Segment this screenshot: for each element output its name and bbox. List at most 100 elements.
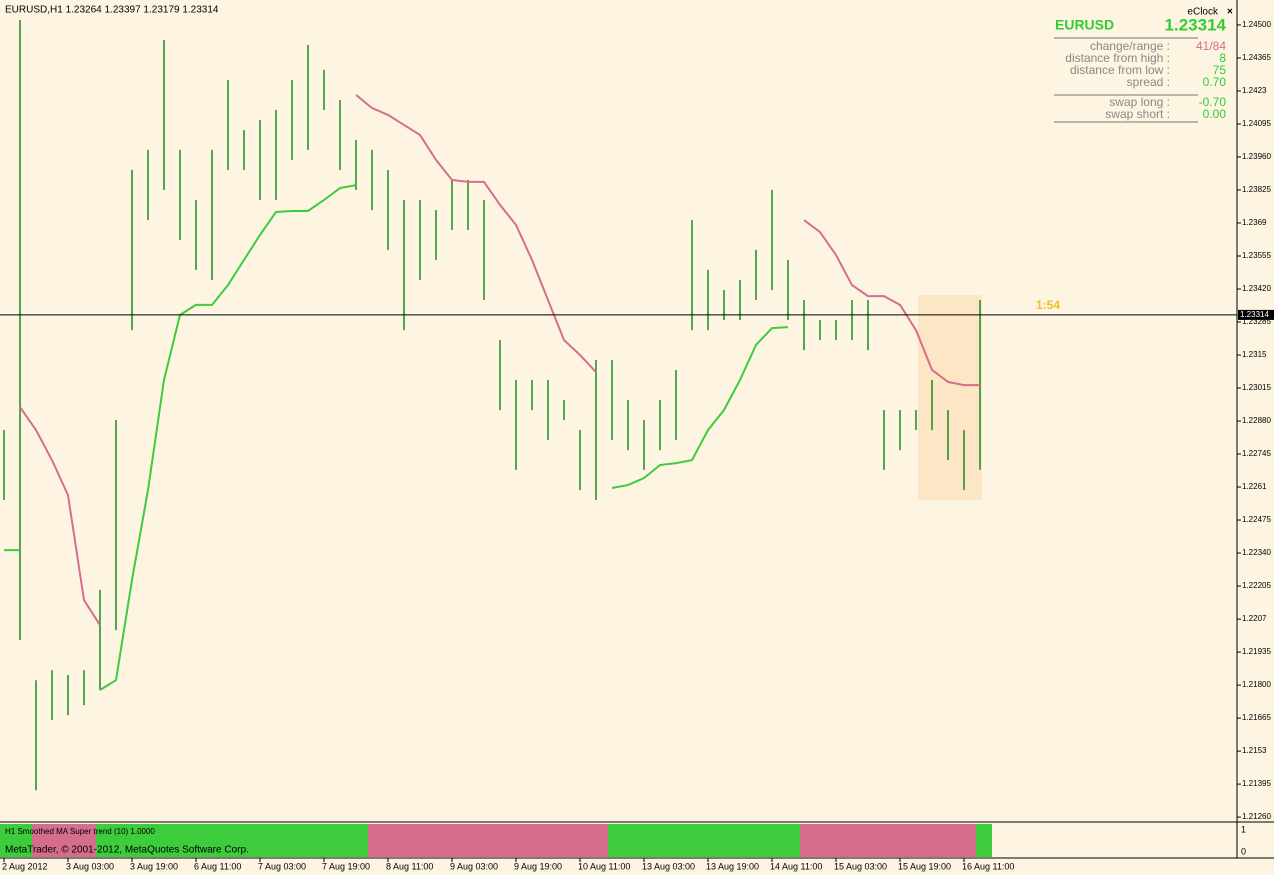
indicator-bar (368, 824, 384, 857)
indicator-bar (896, 824, 912, 857)
row-label: change/range : (1090, 39, 1170, 53)
indicator-bar (560, 824, 576, 857)
row-label: spread : (1127, 75, 1170, 89)
x-tick-label: 3 Aug 19:00 (130, 861, 178, 871)
row-value: -0.70 (1199, 95, 1227, 109)
row-label: distance from low : (1070, 63, 1170, 77)
trend-line (19, 94, 980, 626)
x-tick-label: 15 Aug 19:00 (898, 861, 951, 871)
indicator-bar (80, 824, 96, 857)
bar-timer: 1:54 (1036, 298, 1060, 312)
indicator-bar (304, 824, 320, 857)
x-tick-label: 16 Aug 11:00 (962, 861, 1014, 871)
x-tick-label: 6 Aug 11:00 (194, 861, 241, 871)
y-tick-label: 1.23960 (1242, 152, 1271, 161)
x-tick-label: 10 Aug 11:00 (578, 861, 630, 871)
indicator-bar (288, 824, 304, 857)
row-value: 41/84 (1196, 39, 1226, 53)
indicator-bar (816, 824, 832, 857)
indicator-bar (832, 824, 848, 857)
y-tick-label: 1.2261 (1242, 482, 1267, 491)
indicator-bar (528, 824, 544, 857)
indicator-bar (0, 824, 16, 857)
indicator-bar (752, 824, 768, 857)
indicator-bar (672, 824, 688, 857)
indicator-bar (16, 824, 32, 857)
x-tick-label: 14 Aug 11:00 (770, 861, 822, 871)
panel-symbol: EURUSD (1055, 17, 1114, 33)
y-tick-label: 1.24365 (1242, 53, 1271, 62)
indicator-bar (928, 824, 944, 857)
x-tick-label: 7 Aug 19:00 (322, 861, 370, 871)
indicator-bar (864, 824, 880, 857)
indicator-bar (464, 824, 480, 857)
session-box (918, 295, 982, 500)
indicator-bar (784, 824, 800, 857)
close-button[interactable]: × (1227, 7, 1233, 18)
indicator-bar (160, 824, 176, 857)
y-tick-label: 1.21260 (1242, 812, 1271, 821)
row-value: 0.70 (1203, 75, 1227, 89)
indicator-bar (656, 824, 672, 857)
indicator-bar (272, 824, 288, 857)
y-tick-label: 1.23555 (1242, 251, 1271, 260)
indicator-bar (640, 824, 656, 857)
row-label: swap long : (1109, 95, 1170, 109)
indicator-bar (608, 824, 624, 857)
indicator-bar (512, 824, 528, 857)
indicator-bar (64, 824, 80, 857)
indicator-bar (880, 824, 896, 857)
row-value: 8 (1219, 51, 1226, 65)
indicator-bar (32, 824, 48, 857)
x-tick-label: 9 Aug 19:00 (514, 861, 562, 871)
indicator-bar (192, 824, 208, 857)
y-tick-label: 1.2207 (1242, 614, 1267, 623)
panel-price: 1.23314 (1165, 15, 1227, 34)
indicator-bar (416, 824, 432, 857)
y-tick-label: 1.23015 (1242, 383, 1271, 392)
y-tick-label: 1.22205 (1242, 581, 1271, 590)
row-label: distance from high : (1065, 51, 1170, 65)
indicator-bar (352, 824, 368, 857)
indicator-bar (448, 824, 464, 857)
y-tick-label: 1.2315 (1242, 350, 1267, 359)
indicator-bar (480, 824, 496, 857)
y-tick-label: 1.22475 (1242, 515, 1271, 524)
y-tick-label: 1.21935 (1242, 647, 1271, 656)
x-tick-label: 3 Aug 03:00 (66, 861, 114, 871)
indicator-tick-label: 0 (1241, 846, 1246, 856)
y-tick-label: 1.21665 (1242, 713, 1271, 722)
indicator-bar (48, 824, 64, 857)
current-price-label: 1.23314 (1240, 310, 1269, 319)
indicator-bar (496, 824, 512, 857)
indicator-bar (768, 824, 784, 857)
y-tick-label: 1.24500 (1242, 20, 1271, 29)
current-price-box (1238, 309, 1274, 320)
indicator-bar (688, 824, 704, 857)
indicator-bar (720, 824, 736, 857)
indicator-bar (400, 824, 416, 857)
indicator-bar (144, 824, 160, 857)
y-tick-label: 1.22340 (1242, 548, 1271, 557)
copyright: MetaTrader, © 2001-2012, MetaQuotes Soft… (5, 845, 249, 856)
indicator-bar (736, 824, 752, 857)
y-tick-label: 1.2369 (1242, 218, 1267, 227)
indicator-tick-label: 1 (1241, 824, 1246, 834)
indicator-bar (624, 824, 640, 857)
y-tick-label: 1.2423 (1242, 86, 1267, 95)
indicator-bar (208, 824, 224, 857)
indicator-bar (320, 824, 336, 857)
x-tick-label: 9 Aug 03:00 (450, 861, 498, 871)
y-tick-label: 1.22745 (1242, 449, 1271, 458)
y-tick-label: 1.24095 (1242, 119, 1271, 128)
indicator-bar (704, 824, 720, 857)
indicator-bar (240, 824, 256, 857)
x-tick-label: 2 Aug 2012 (2, 861, 48, 871)
indicator-bar (384, 824, 400, 857)
y-tick-label: 1.23825 (1242, 185, 1271, 194)
row-value: 0.00 (1203, 107, 1227, 121)
indicator-bar (128, 824, 144, 857)
